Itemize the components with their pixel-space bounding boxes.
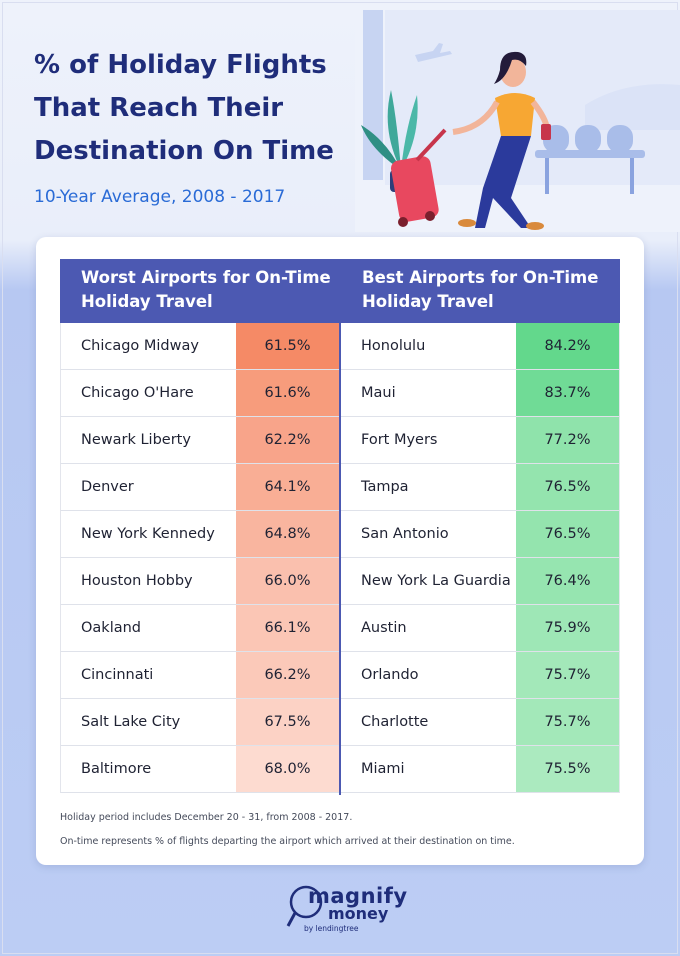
worst-column-header: Worst Airports for On-Time Holiday Trave… xyxy=(60,259,339,323)
worst-table-row: New York Kennedy 64.8% xyxy=(60,511,339,558)
footnote-on-time-definition: On-time represents % of flights departin… xyxy=(60,836,515,847)
column-divider xyxy=(339,259,341,795)
best-airport-name: Fort Myers xyxy=(361,432,438,448)
worst-table-row: Chicago Midway 61.5% xyxy=(60,323,339,370)
worst-on-time-value: 64.8% xyxy=(236,511,339,557)
worst-airport-name: Newark Liberty xyxy=(81,432,191,448)
best-airport-name: Austin xyxy=(361,620,407,636)
worst-airport-name: Salt Lake City xyxy=(81,714,181,730)
best-table-row: Orlando 75.7% xyxy=(341,652,620,699)
best-airport-name: Honolulu xyxy=(361,338,426,354)
best-airport-name: San Antonio xyxy=(361,526,449,542)
best-on-time-value: 76.4% xyxy=(516,558,619,604)
best-on-time-value: 84.2% xyxy=(516,323,619,369)
best-table-row: Honolulu 84.2% xyxy=(341,323,620,370)
best-column-header: Best Airports for On-Time Holiday Travel xyxy=(341,259,620,323)
worst-table-row: Oakland 66.1% xyxy=(60,605,339,652)
worst-table-row: Houston Hobby 66.0% xyxy=(60,558,339,605)
best-on-time-value: 75.5% xyxy=(516,746,619,792)
worst-on-time-value: 66.0% xyxy=(236,558,339,604)
logo-money-text: money xyxy=(328,904,389,923)
best-table-row: Tampa 76.5% xyxy=(341,464,620,511)
magnify-money-logo: magnify money by lendingtree xyxy=(286,882,407,938)
worst-airport-name: Chicago Midway xyxy=(81,338,199,354)
worst-on-time-value: 61.5% xyxy=(236,323,339,369)
worst-table-row: Salt Lake City 67.5% xyxy=(60,699,339,746)
worst-on-time-value: 62.2% xyxy=(236,417,339,463)
best-table-row: Miami 75.5% xyxy=(341,746,620,793)
worst-airport-name: Denver xyxy=(81,479,134,495)
worst-on-time-value: 68.0% xyxy=(236,746,339,792)
worst-airport-name: New York Kennedy xyxy=(81,526,215,542)
traveler-illustration xyxy=(355,10,680,232)
worst-table-row: Baltimore 68.0% xyxy=(60,746,339,793)
best-airport-name: Orlando xyxy=(361,667,419,683)
best-airport-name: Tampa xyxy=(361,479,409,495)
worst-airport-name: Houston Hobby xyxy=(81,573,193,589)
worst-on-time-value: 66.2% xyxy=(236,652,339,698)
best-on-time-value: 75.7% xyxy=(516,699,619,745)
best-table-row: Austin 75.9% xyxy=(341,605,620,652)
best-on-time-value: 75.7% xyxy=(516,652,619,698)
worst-table-row: Newark Liberty 62.2% xyxy=(60,417,339,464)
best-table-row: Charlotte 75.7% xyxy=(341,699,620,746)
best-table-row: New York La Guardia 76.4% xyxy=(341,558,620,605)
best-on-time-value: 76.5% xyxy=(516,464,619,510)
page-subtitle: 10-Year Average, 2008 - 2017 xyxy=(34,187,286,207)
worst-table-row: Denver 64.1% xyxy=(60,464,339,511)
page-title: % of Holiday Flights That Reach Their De… xyxy=(34,50,334,166)
best-on-time-value: 76.5% xyxy=(516,511,619,557)
magnifier-icon xyxy=(286,885,323,927)
best-on-time-value: 83.7% xyxy=(516,370,619,416)
worst-airport-name: Oakland xyxy=(81,620,142,636)
worst-airport-name: Baltimore xyxy=(81,761,152,777)
worst-on-time-value: 66.1% xyxy=(236,605,339,651)
best-airport-name: New York La Guardia xyxy=(361,573,511,589)
worst-table-row: Chicago O'Hare 61.6% xyxy=(60,370,339,417)
worst-on-time-value: 64.1% xyxy=(236,464,339,510)
worst-airport-name: Cincinnati xyxy=(81,667,154,683)
best-on-time-value: 77.2% xyxy=(516,417,619,463)
footnote-holiday-period: Holiday period includes December 20 - 31… xyxy=(60,812,353,823)
best-airport-name: Maui xyxy=(361,385,396,401)
best-on-time-value: 75.9% xyxy=(516,605,619,651)
best-table-row: Maui 83.7% xyxy=(341,370,620,417)
worst-on-time-value: 61.6% xyxy=(236,370,339,416)
best-airport-name: Miami xyxy=(361,761,405,777)
worst-on-time-value: 67.5% xyxy=(236,699,339,745)
best-table-row: San Antonio 76.5% xyxy=(341,511,620,558)
logo-lendingtree-text: by lendingtree xyxy=(304,924,359,933)
best-airport-name: Charlotte xyxy=(361,714,429,730)
logo-magnify-text: magnify xyxy=(308,884,408,908)
worst-airport-name: Chicago O'Hare xyxy=(81,385,194,401)
best-table-row: Fort Myers 77.2% xyxy=(341,417,620,464)
worst-table-row: Cincinnati 66.2% xyxy=(60,652,339,699)
